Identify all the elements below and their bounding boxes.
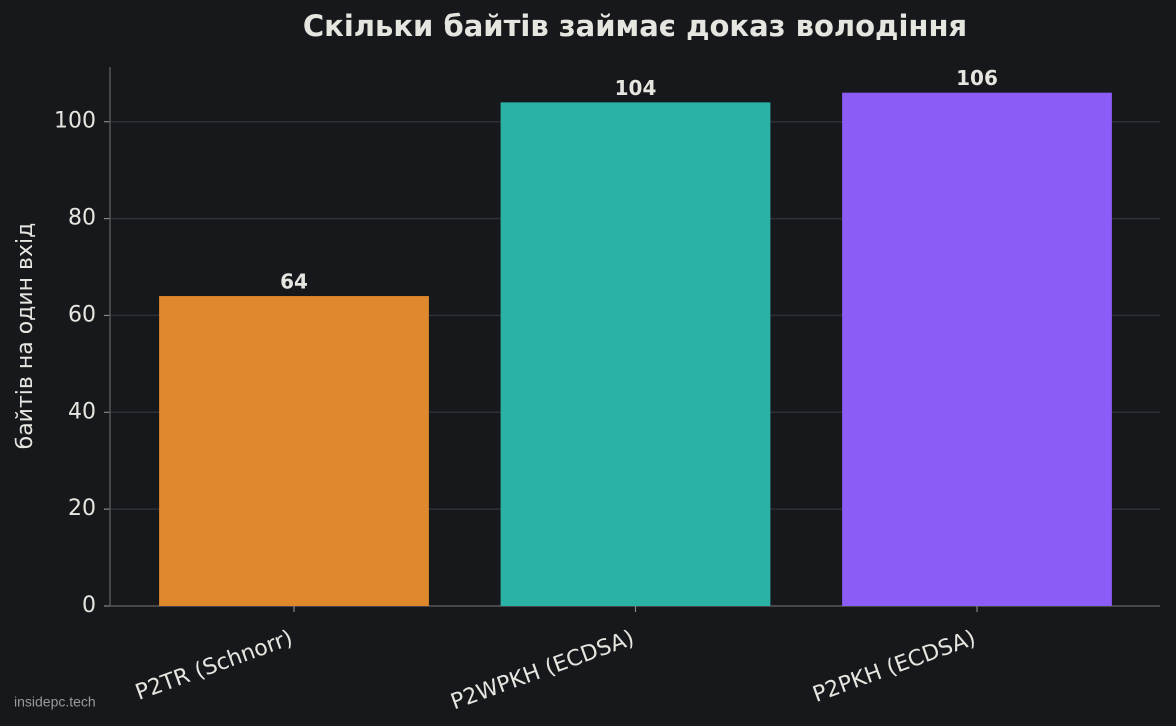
value-label: 64 (280, 270, 308, 294)
chart-title: Скільки байтів займає доказ володіння (303, 9, 967, 43)
y-tick-label: 40 (68, 399, 96, 424)
bar (159, 296, 429, 606)
y-tick-label: 60 (68, 302, 96, 327)
y-tick-label: 100 (54, 109, 96, 134)
bar (500, 102, 771, 606)
y-tick-label: 0 (82, 593, 96, 618)
value-label: 104 (615, 76, 657, 100)
bar (842, 92, 1112, 606)
y-tick-label: 80 (68, 206, 96, 231)
value-label: 106 (956, 66, 998, 90)
y-axis-label: байтів на один вхід (13, 223, 38, 450)
watermark: insidepc.tech (14, 694, 96, 710)
y-tick-label: 20 (68, 496, 96, 521)
